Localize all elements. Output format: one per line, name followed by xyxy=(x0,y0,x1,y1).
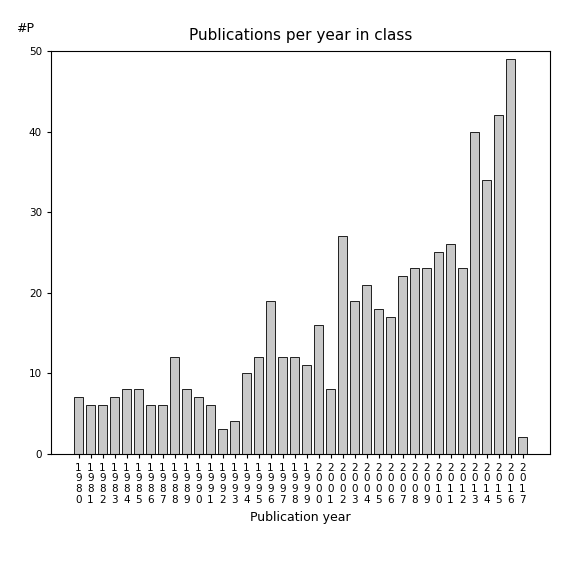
Bar xyxy=(422,268,431,454)
Bar xyxy=(374,308,383,454)
Bar xyxy=(181,389,191,454)
Bar xyxy=(518,438,527,454)
Title: Publications per year in class: Publications per year in class xyxy=(189,28,412,43)
Bar xyxy=(194,397,204,454)
Bar xyxy=(134,389,143,454)
Bar xyxy=(325,389,335,454)
Bar xyxy=(494,116,503,454)
Bar xyxy=(253,357,263,454)
Bar xyxy=(386,317,395,454)
Bar xyxy=(410,268,420,454)
Bar xyxy=(302,365,311,454)
Bar xyxy=(397,277,407,454)
Bar xyxy=(170,357,179,454)
X-axis label: Publication year: Publication year xyxy=(250,510,351,523)
Bar xyxy=(86,405,95,454)
Bar xyxy=(469,132,479,454)
Bar xyxy=(230,421,239,454)
Bar xyxy=(74,397,83,454)
Text: #P: #P xyxy=(16,22,34,35)
Bar xyxy=(242,373,251,454)
Bar xyxy=(458,268,467,454)
Bar xyxy=(338,236,348,454)
Bar xyxy=(122,389,132,454)
Bar xyxy=(290,357,299,454)
Bar xyxy=(278,357,287,454)
Bar xyxy=(206,405,215,454)
Bar xyxy=(506,59,515,454)
Bar xyxy=(109,397,119,454)
Bar xyxy=(266,301,276,454)
Bar xyxy=(314,325,323,454)
Bar xyxy=(146,405,155,454)
Bar xyxy=(446,244,455,454)
Bar xyxy=(362,285,371,454)
Bar xyxy=(98,405,107,454)
Bar xyxy=(218,429,227,454)
Bar xyxy=(434,252,443,454)
Bar xyxy=(350,301,359,454)
Bar xyxy=(482,180,492,454)
Bar xyxy=(158,405,167,454)
